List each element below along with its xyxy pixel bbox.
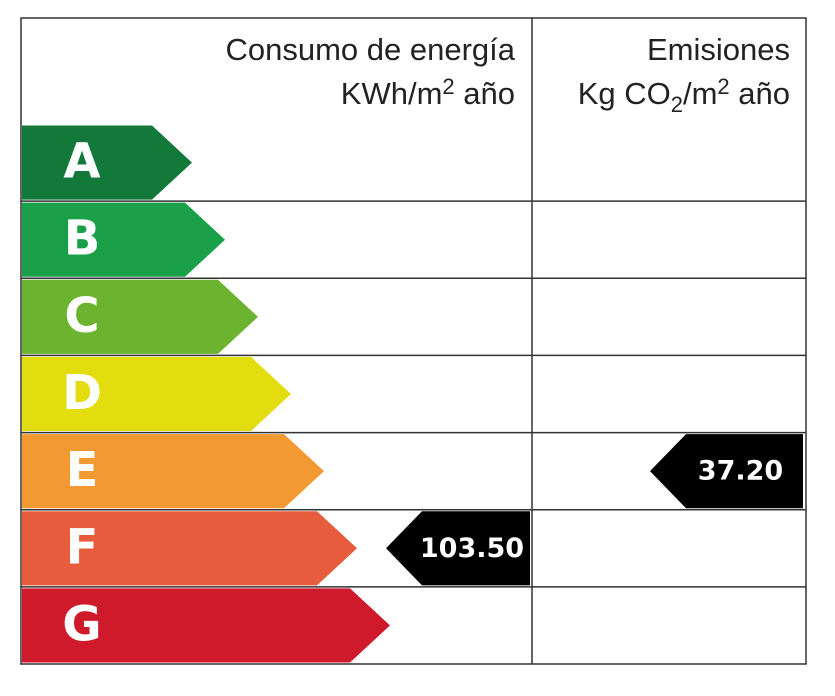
consumption-value: 103.50 [420, 533, 524, 564]
rating-letter: E [66, 442, 99, 498]
rating-letter: B [64, 211, 101, 267]
table-border [20, 17, 807, 665]
consumption-unit: KWh/m2 año [341, 74, 515, 111]
unit-part: año [455, 76, 515, 111]
emissions-unit: Kg CO2/m2 año [578, 74, 790, 117]
rating-bar [22, 202, 225, 277]
rating-letter: G [62, 596, 101, 652]
emissions-value: 37.20 [698, 456, 783, 487]
unit-part: Kg CO [578, 76, 671, 111]
consumption-marker [386, 511, 530, 586]
unit-sub: 2 [671, 92, 683, 117]
rating-bar [22, 125, 192, 200]
rating-bar [22, 356, 291, 432]
consumption-title: Consumo de energía [225, 32, 515, 67]
unit-sup: 2 [442, 74, 454, 99]
unit-part: año [730, 76, 790, 111]
rating-bar [22, 434, 324, 509]
rating-letter: F [66, 519, 99, 575]
rating-bar [22, 588, 390, 663]
rating-bar [22, 279, 258, 354]
rating-letter: C [64, 288, 99, 344]
unit-sup: 2 [717, 74, 729, 99]
emissions-title: Emisiones [647, 32, 790, 67]
rating-letter: A [63, 134, 100, 190]
unit-part: /m [683, 76, 717, 111]
emissions-marker [650, 434, 803, 509]
rating-letter: D [62, 365, 102, 421]
rating-bar [22, 511, 357, 586]
unit-part: KWh/m [341, 76, 443, 111]
